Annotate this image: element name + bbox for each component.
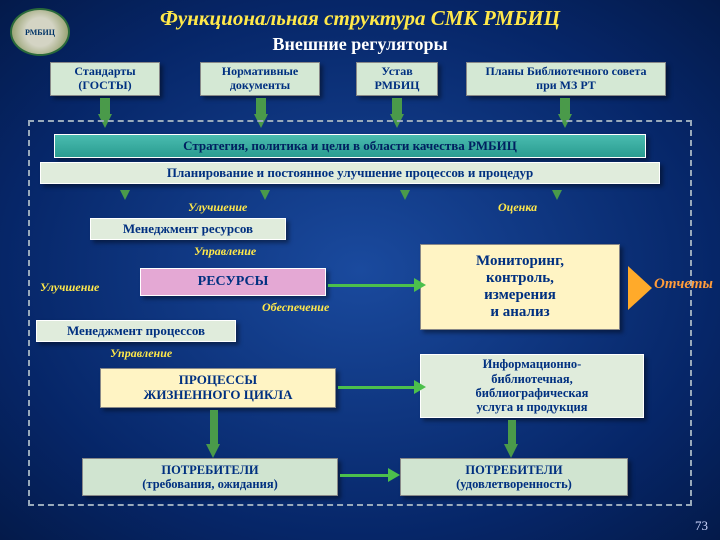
label-eval: Оценка <box>498 200 537 215</box>
consumers-left-title: ПОТРЕБИТЕЛИ <box>161 463 258 477</box>
box-council-plans: Планы Библиотечного советапри МЗ РТ <box>466 62 666 96</box>
page-subtitle: Внешние регуляторы <box>0 34 720 55</box>
box-mgmt-processes: Менеджмент процессов <box>36 320 236 342</box>
label-improve-left: Улучшение <box>40 280 99 295</box>
band-planning: Планирование и постоянное улучшение проц… <box>40 162 660 184</box>
box-monitoring: Мониторинг,контроль,измеренияи анализ <box>420 244 620 330</box>
consumers-right-sub: (удовлетворенность) <box>456 477 572 491</box>
box-resources: РЕСУРСЫ <box>140 268 326 296</box>
box-charter: УставРМБИЦ <box>356 62 438 96</box>
page-title: Функциональная структура СМК РМБИЦ <box>0 6 720 31</box>
box-consumers-left: ПОТРЕБИТЕЛИ (требования, ожидания) <box>82 458 338 496</box>
box-norm-docs: Нормативныедокументы <box>200 62 320 96</box>
box-mgmt-resources: Менеджмент ресурсов <box>90 218 286 240</box>
label-improve1: Улучшение <box>188 200 247 215</box>
label-manage1: Управление <box>194 244 256 259</box>
box-lifecycle: ПРОЦЕССЫЖИЗНЕННОГО ЦИКЛА <box>100 368 336 408</box>
arrow-reports <box>628 266 652 310</box>
consumers-right-title: ПОТРЕБИТЕЛИ <box>465 463 562 477</box>
box-consumers-right: ПОТРЕБИТЕЛИ (удовлетворенность) <box>400 458 628 496</box>
page-number: 73 <box>695 518 708 534</box>
label-provide: Обеспечение <box>262 300 329 315</box>
consumers-left-sub: (требования, ожидания) <box>142 477 278 491</box>
box-info-service: Информационно-библиотечная,библиографиче… <box>420 354 644 418</box>
label-reports: Отчеты <box>654 276 713 293</box>
band-strategy: Стратегия, политика и цели в области кач… <box>54 134 646 158</box>
label-manage2: Управление <box>110 346 172 361</box>
box-standards: Стандарты(ГОСТЫ) <box>50 62 160 96</box>
